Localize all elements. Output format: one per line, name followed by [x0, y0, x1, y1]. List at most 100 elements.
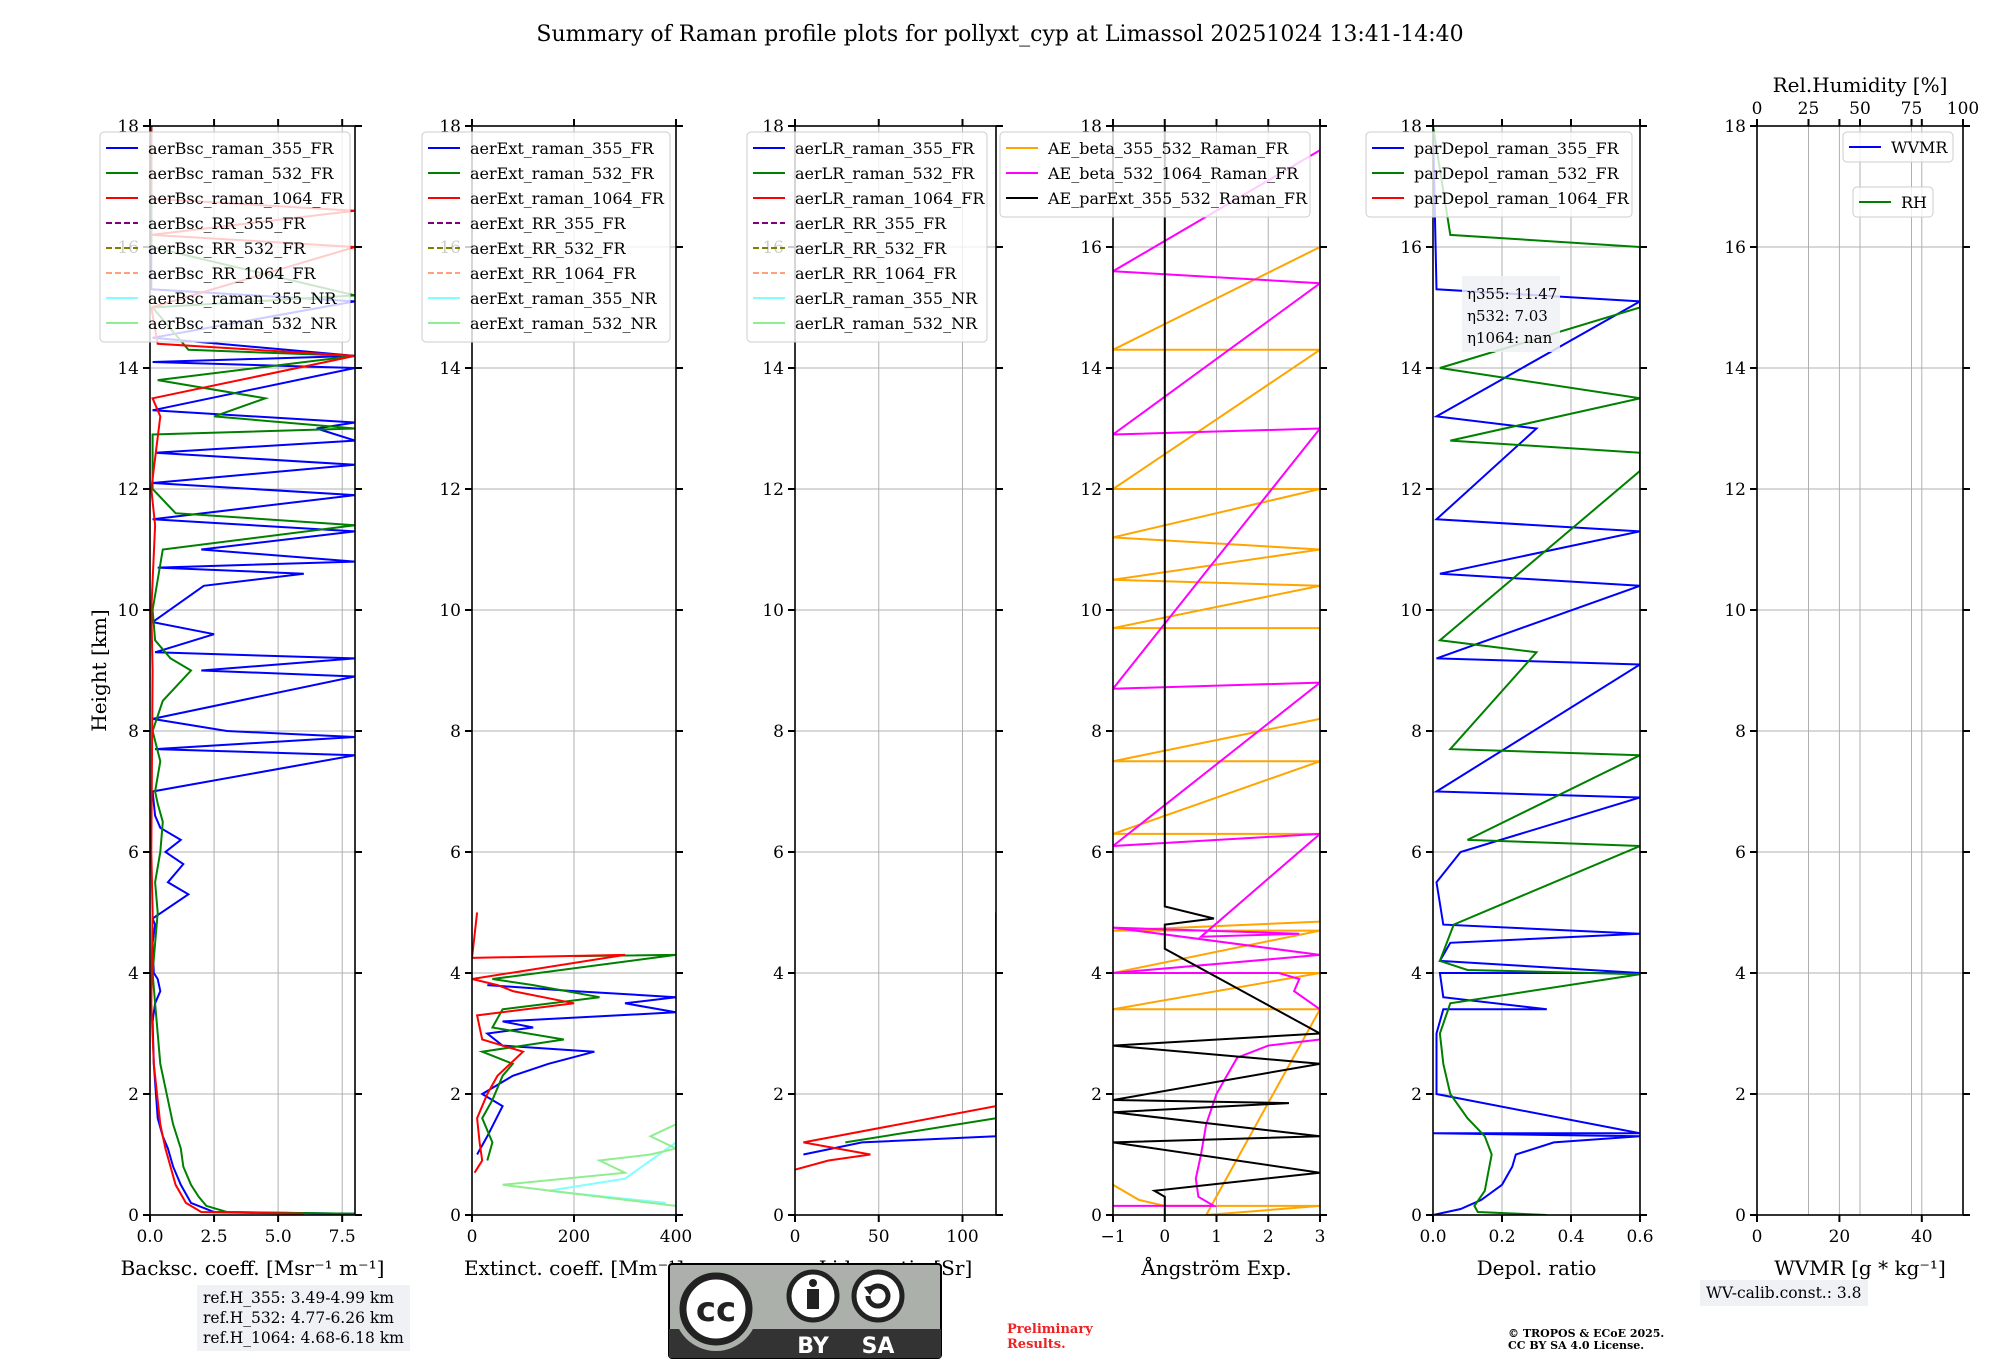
y-tick-label: 12	[762, 480, 784, 500]
legend-label: aerExt_raman_355_FR	[470, 139, 655, 158]
y-tick-label: 16	[1724, 238, 1746, 258]
y-tick-label: 6	[1091, 843, 1102, 863]
legend-angstrom: AE_beta_355_532_Raman_FR AE_beta_532_1064…	[999, 131, 1311, 218]
y-tick-label: 0	[1091, 1206, 1102, 1226]
legend-frame	[1365, 131, 1633, 218]
legend-WVMR: WVMR	[1842, 131, 1954, 163]
legend-label: aerExt_RR_355_FR	[470, 214, 627, 233]
x-tick-label: 2.5	[201, 1227, 228, 1247]
x-tick-label: 7.5	[329, 1227, 356, 1247]
legend-label: parDepol_raman_355_FR	[1414, 139, 1620, 158]
y-tick-label: 2	[773, 1085, 784, 1105]
x-tick-label: 200	[558, 1227, 590, 1247]
y-tick-label: 8	[1735, 722, 1746, 742]
x-tick-label: 50	[868, 1227, 890, 1247]
y-tick-label: 6	[1411, 843, 1422, 863]
legend-label: aerLR_raman_1064_FR	[795, 189, 985, 208]
legend-label: aerBsc_raman_1064_FR	[148, 189, 345, 208]
y-tick-label: 8	[450, 722, 461, 742]
cc-text: cc	[696, 1290, 736, 1330]
y-tick-label: 4	[1735, 964, 1746, 984]
legend-lidar_ratio: aerLR_raman_355_FR aerLR_raman_532_FR aerL…	[746, 131, 988, 343]
series-aerLR_raman_355_FR	[803, 1021, 996, 1156]
preliminary-line-2: Results.	[1007, 1337, 1066, 1352]
panel-lidar_ratio: 024681012141618050100Lidar ratio [Sr]aer…	[746, 117, 1003, 1280]
y-tick-label: 8	[1091, 722, 1102, 742]
legend-label: aerExt_RR_532_FR	[470, 239, 627, 258]
copyright-notice: © TROPOS & ECoE 2025. CC BY SA 4.0 Licen…	[1508, 1328, 1664, 1352]
y-tick-label: 10	[1080, 601, 1102, 621]
y-tick-label: 8	[773, 722, 784, 742]
y-tick-label: 4	[128, 964, 139, 984]
legend-label: aerLR_raman_532_FR	[795, 164, 975, 183]
figure-title: Summary of Raman profile plots for polly…	[536, 22, 1464, 47]
legend-label: parDepol_raman_532_FR	[1414, 164, 1620, 183]
y-tick-label: 12	[1080, 480, 1102, 500]
y-tick-label: 6	[1735, 843, 1746, 863]
legend-label: aerLR_raman_532_NR	[795, 314, 978, 333]
y-tick-label: 2	[450, 1085, 461, 1105]
y-tick-label: 16	[1400, 238, 1422, 258]
y-tick-label: 0	[1735, 1206, 1746, 1226]
legend-label: aerExt_raman_532_NR	[470, 314, 658, 333]
series-aerBsc_raman_532_FR	[150, 126, 355, 1215]
legend-frame	[421, 131, 671, 343]
x-tick-label: 0.4	[1557, 1227, 1584, 1247]
y-tick-label: 18	[1724, 117, 1746, 137]
legend-label: AE_parExt_355_532_Raman_FR	[1047, 189, 1308, 208]
y-tick-label: 0	[773, 1206, 784, 1226]
legend-label: RH	[1901, 193, 1927, 212]
x-tick-label: 0	[790, 1227, 801, 1247]
ref-height-1064: ref.H_1064: 4.68-6.18 km	[203, 1329, 404, 1347]
y-tick-label: 2	[1411, 1085, 1422, 1105]
legend-frame	[99, 131, 351, 343]
x-axis-label: Ångström Exp.	[1140, 1255, 1291, 1280]
x-tick-label: 40	[1911, 1227, 1933, 1247]
legend-label: aerExt_RR_1064_FR	[470, 264, 637, 283]
x2-tick-label: 0	[1752, 99, 1763, 119]
annotation-line: η532: 7.03	[1467, 307, 1548, 325]
legend-label: aerBsc_raman_355_NR	[148, 289, 337, 308]
x-tick-label: 0	[467, 1227, 478, 1247]
x2-tick-label: 75	[1901, 99, 1923, 119]
x2-tick-label: 25	[1798, 99, 1820, 119]
y-tick-label: 14	[1724, 359, 1746, 379]
share-alike-icon	[851, 1269, 905, 1323]
y-tick-label: 10	[1724, 601, 1746, 621]
legend-label: aerLR_raman_355_NR	[795, 289, 978, 308]
axes-frame	[1432, 125, 1641, 1216]
legend-label: aerExt_raman_532_FR	[470, 164, 655, 183]
eta-annotation: η355: 11.47 η532: 7.03 η1064: nan	[1462, 276, 1560, 352]
legend-frame	[1842, 131, 1954, 163]
y-tick-label: 2	[1735, 1085, 1746, 1105]
series-aerExt_raman_532_FR	[478, 953, 676, 1161]
series-parDepol_raman_532_FR	[1433, 126, 1640, 1215]
x-tick-label: 0.6	[1626, 1227, 1653, 1247]
series-AE_beta_355_532_Raman_FR	[1113, 150, 1320, 1215]
ref-height-532: ref.H_532: 4.77-6.26 km	[203, 1309, 394, 1327]
legend-frame	[999, 131, 1311, 218]
legend-label: aerBsc_raman_355_FR	[148, 139, 334, 158]
y-tick-label: 10	[762, 601, 784, 621]
panel-extinction: 0246810121416180200400Extinct. coeff. [M…	[421, 117, 692, 1280]
series-aerLR_raman_532_FR	[845, 912, 996, 1144]
series-aerExt_raman_1064_FR	[472, 912, 626, 1174]
y-tick-label: 14	[762, 359, 784, 379]
cc-by-sa-license-badge: cc BY SA	[668, 1263, 942, 1359]
y-tick-label: 10	[1400, 601, 1422, 621]
y-tick-label: 12	[117, 480, 139, 500]
copyright-line-1: © TROPOS & ECoE 2025.	[1508, 1327, 1665, 1340]
legend-label: aerLR_raman_355_FR	[795, 139, 975, 158]
y-tick-label: 16	[1080, 238, 1102, 258]
y-tick-label: 2	[1091, 1085, 1102, 1105]
axes-frame	[149, 125, 356, 1216]
x-tick-label: 3	[1315, 1227, 1326, 1247]
y-tick-label: 6	[773, 843, 784, 863]
legend-label: WVMR	[1891, 138, 1948, 157]
legend-label: aerBsc_RR_1064_FR	[148, 264, 317, 283]
legend-label: aerBsc_raman_532_FR	[148, 164, 334, 183]
y-tick-label: 10	[117, 601, 139, 621]
legend-label: aerLR_RR_532_FR	[795, 239, 947, 258]
x-tick-label: 400	[660, 1227, 692, 1247]
